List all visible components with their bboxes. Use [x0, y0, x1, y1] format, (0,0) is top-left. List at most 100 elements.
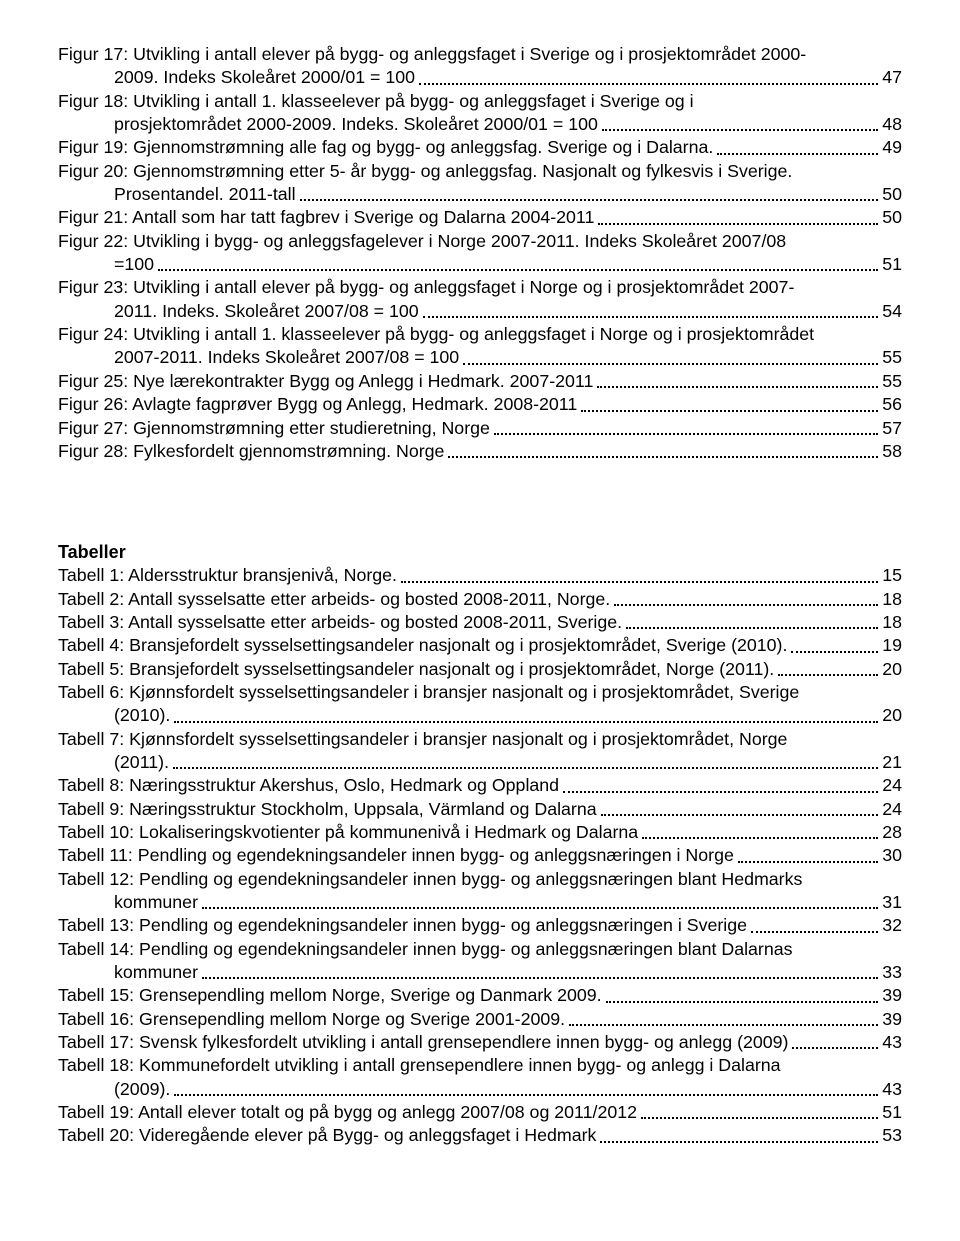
figure-label: Figur 17: Utvikling i antall elever på b…: [58, 44, 806, 65]
table-label: Tabell 8: Næringsstruktur Akershus, Oslo…: [58, 775, 559, 796]
table-entry: Tabell 7: Kjønnsfordelt sysselsettingsan…: [58, 729, 902, 750]
table-entry: Tabell 3: Antall sysselsatte etter arbei…: [58, 612, 902, 633]
leader-dots: [401, 581, 878, 583]
leader-dots: [463, 363, 878, 365]
figure-page-number: 50: [882, 184, 902, 205]
figure-page-number: 50: [882, 207, 902, 228]
figure-entry: Figur 22: Utvikling i bygg- og anleggsfa…: [58, 231, 902, 252]
figure-label: Figur 20: Gjennomstrømning etter 5- år b…: [58, 161, 792, 182]
leader-dots: [494, 433, 878, 435]
table-label: Tabell 6: Kjønnsfordelt sysselsettingsan…: [58, 682, 799, 703]
table-entry: Tabell 8: Næringsstruktur Akershus, Oslo…: [58, 775, 902, 796]
table-label: Tabell 9: Næringsstruktur Stockholm, Upp…: [58, 799, 597, 820]
table-page-number: 33: [882, 962, 902, 983]
figure-entry: Prosentandel. 2011-tall 50: [58, 184, 902, 205]
leader-dots: [597, 386, 878, 388]
table-page-number: 24: [882, 799, 902, 820]
table-label: Tabell 14: Pendling og egendekningsandel…: [58, 939, 793, 960]
table-label: (2009).: [114, 1079, 170, 1100]
leader-dots: [606, 1001, 879, 1003]
figure-label: Figur 18: Utvikling i antall 1. klasseel…: [58, 91, 694, 112]
leader-dots: [581, 410, 878, 412]
figure-entry: Figur 21: Antall som har tatt fagbrev i …: [58, 207, 902, 228]
figure-entry: =10051: [58, 254, 902, 275]
leader-dots: [751, 931, 878, 933]
figure-entry: Figur 25: Nye lærekontrakter Bygg og Anl…: [58, 371, 902, 392]
leader-dots: [602, 129, 878, 131]
figure-entry: Figur 19: Gjennomstrømning alle fag og b…: [58, 137, 902, 158]
figure-label: Figur 21: Antall som har tatt fagbrev i …: [58, 207, 594, 228]
tables-list: Tabell 1: Aldersstruktur bransjenivå, No…: [58, 565, 902, 1147]
leader-dots: [158, 269, 878, 271]
table-page-number: 19: [882, 635, 902, 656]
table-page-number: 18: [882, 589, 902, 610]
leader-dots: [642, 837, 878, 839]
leader-dots: [202, 977, 878, 979]
figure-label: prosjektområdet 2000-2009. Indeks. Skole…: [114, 114, 598, 135]
table-label: Tabell 11: Pendling og egendekningsandel…: [58, 845, 734, 866]
table-label: Tabell 15: Grensependling mellom Norge, …: [58, 985, 602, 1006]
table-page-number: 43: [882, 1079, 902, 1100]
table-label: Tabell 18: Kommunefordelt utvikling i an…: [58, 1055, 781, 1076]
table-entry: Tabell 1: Aldersstruktur bransjenivå, No…: [58, 565, 902, 586]
table-page-number: 51: [882, 1102, 902, 1123]
table-page-number: 24: [882, 775, 902, 796]
table-label: Tabell 12: Pendling og egendekningsandel…: [58, 869, 802, 890]
figure-entry: 2011. Indeks. Skoleåret 2007/08 = 10054: [58, 301, 902, 322]
figure-entry: Figur 23: Utvikling i antall elever på b…: [58, 277, 902, 298]
leader-dots: [778, 674, 878, 676]
figure-entry: Figur 26: Avlagte fagprøver Bygg og Anle…: [58, 394, 902, 415]
figure-label: 2007-2011. Indeks Skoleåret 2007/08 = 10…: [114, 347, 459, 368]
table-page-number: 21: [882, 752, 902, 773]
figure-page-number: 56: [882, 394, 902, 415]
table-page-number: 31: [882, 892, 902, 913]
figure-label: Figur 25: Nye lærekontrakter Bygg og Anl…: [58, 371, 593, 392]
tables-heading: Tabeller: [58, 542, 902, 563]
leader-dots: [448, 456, 878, 458]
figures-list: Figur 17: Utvikling i antall elever på b…: [58, 44, 902, 462]
page-root: Figur 17: Utvikling i antall elever på b…: [0, 0, 960, 1193]
leader-dots: [569, 1024, 878, 1026]
figure-label: =100: [114, 254, 154, 275]
table-page-number: 15: [882, 565, 902, 586]
table-page-number: 20: [882, 705, 902, 726]
leader-dots: [614, 604, 878, 606]
table-label: Tabell 5: Bransjefordelt sysselsettingsa…: [58, 659, 774, 680]
leader-dots: [300, 199, 879, 201]
table-label: Tabell 7: Kjønnsfordelt sysselsettingsan…: [58, 729, 787, 750]
figure-label: Figur 28: Fylkesfordelt gjennomstrømning…: [58, 441, 444, 462]
figure-label: Prosentandel. 2011-tall: [114, 184, 296, 205]
table-entry: Tabell 10: Lokaliseringskvotienter på ko…: [58, 822, 902, 843]
figure-entry: prosjektområdet 2000-2009. Indeks. Skole…: [58, 114, 902, 135]
figure-entry: Figur 27: Gjennomstrømning etter studier…: [58, 418, 902, 439]
figure-entry: Figur 18: Utvikling i antall 1. klasseel…: [58, 91, 902, 112]
leader-dots: [600, 1141, 878, 1143]
figure-label: Figur 26: Avlagte fagprøver Bygg og Anle…: [58, 394, 577, 415]
leader-dots: [601, 814, 879, 816]
table-label: Tabell 19: Antall elever totalt og på by…: [58, 1102, 637, 1123]
figure-label: Figur 23: Utvikling i antall elever på b…: [58, 277, 794, 298]
leader-dots: [792, 1047, 878, 1049]
table-page-number: 43: [882, 1032, 902, 1053]
table-page-number: 30: [882, 845, 902, 866]
leader-dots: [419, 83, 878, 85]
table-label: Tabell 2: Antall sysselsatte etter arbei…: [58, 589, 610, 610]
table-label: kommuner: [114, 892, 198, 913]
figure-entry: Figur 24: Utvikling i antall 1. klasseel…: [58, 324, 902, 345]
table-entry: (2009). 43: [58, 1079, 902, 1100]
leader-dots: [423, 316, 879, 318]
table-label: (2011).: [114, 752, 169, 773]
table-entry: Tabell 17: Svensk fylkesfordelt utviklin…: [58, 1032, 902, 1053]
figure-entry: 2009. Indeks Skoleåret 2000/01 = 10047: [58, 67, 902, 88]
figure-label: Figur 24: Utvikling i antall 1. klasseel…: [58, 324, 814, 345]
table-page-number: 39: [882, 985, 902, 1006]
figure-entry: Figur 20: Gjennomstrømning etter 5- år b…: [58, 161, 902, 182]
table-label: Tabell 4: Bransjefordelt sysselsettingsa…: [58, 635, 787, 656]
figure-label: 2009. Indeks Skoleåret 2000/01 = 100: [114, 67, 415, 88]
leader-dots: [174, 1094, 878, 1096]
table-entry: (2011). 21: [58, 752, 902, 773]
leader-dots: [626, 627, 878, 629]
leader-dots: [173, 767, 878, 769]
table-entry: Tabell 2: Antall sysselsatte etter arbei…: [58, 589, 902, 610]
figure-label: Figur 27: Gjennomstrømning etter studier…: [58, 418, 490, 439]
